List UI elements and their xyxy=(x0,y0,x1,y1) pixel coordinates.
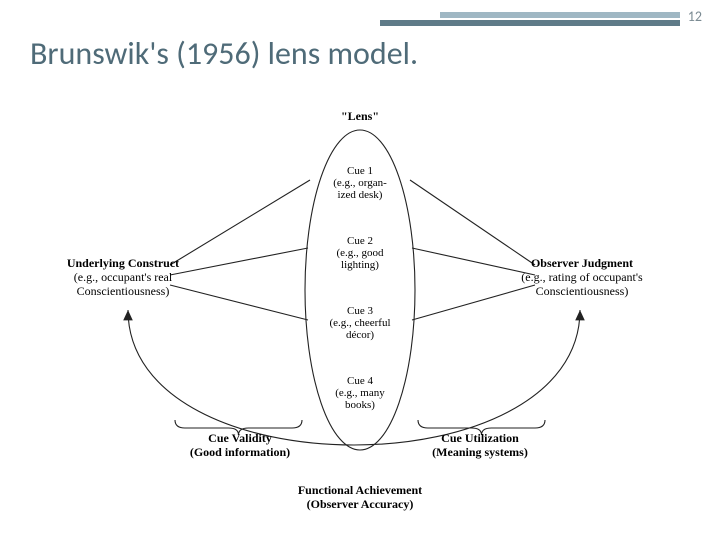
slide-title: Brunswik's (1956) lens model. xyxy=(30,34,418,73)
observer-judgment: Observer Judgment (e.g., rating of occup… xyxy=(487,257,677,298)
lens-model-diagram: "Lens" Cue 1 (e.g., organ-ized desk) Cue… xyxy=(0,90,720,530)
functional-achievement-label: Functional Achievement (Observer Accurac… xyxy=(230,484,490,512)
header-decoration xyxy=(380,10,680,32)
underlying-construct: Underlying Construct (e.g., occupant's r… xyxy=(33,257,213,298)
cue-4: Cue 4 (e.g., manybooks) xyxy=(305,375,415,411)
cue-validity-label: Cue Validity (Good information) xyxy=(155,432,325,460)
lens-label: "Lens" xyxy=(300,110,420,124)
cue-3: Cue 3 (e.g., cheerfuldécor) xyxy=(305,305,415,341)
cue-1: Cue 1 (e.g., organ-ized desk) xyxy=(305,165,415,201)
page-number: 12 xyxy=(688,8,702,25)
cue-2: Cue 2 (e.g., goodlighting) xyxy=(305,235,415,271)
cue-utilization-label: Cue Utilization (Meaning systems) xyxy=(390,432,570,460)
